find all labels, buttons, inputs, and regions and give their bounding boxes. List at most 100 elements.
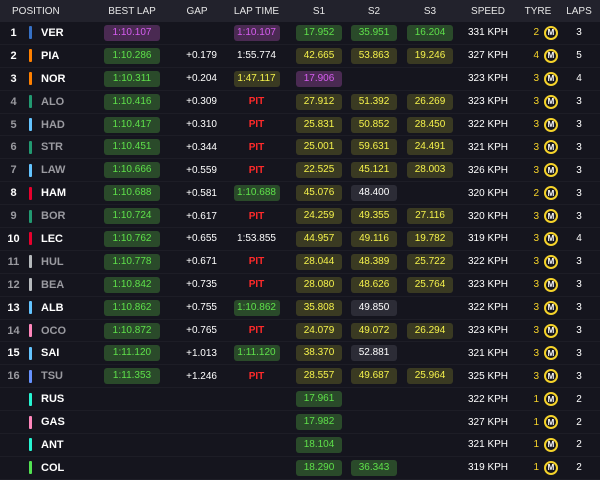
driver-row-col[interactable]: COL 18.290 36.343 319 KPH 1 M 2 [0,457,600,480]
sector-s2-cell: 49.850 [346,299,402,316]
header-gap[interactable]: GAP [186,5,208,17]
sector-s1-time: 45.076 [296,185,342,202]
driver-row-ant[interactable]: ANT 18.104 321 KPH 1 M 2 [0,434,600,457]
driver-row-lec[interactable]: 10 LEC 1:10.762 +0.655 1:53.855 44.957 49.116 1… [0,228,600,251]
team-color-cell [27,49,33,63]
team-color-bar [28,72,32,86]
driver-row-nor[interactable]: 3 NOR 1:10.311 +0.204 1:47.117 17.906 323 KPH 3… [0,68,600,91]
header-s1[interactable]: S1 [312,5,326,17]
driver-row-rus[interactable]: RUS 17.961 322 KPH 1 M 2 [0,388,600,412]
driver-code: LEC [41,232,63,245]
driver-row-bor[interactable]: 9 BOR 1:10.724 +0.617 PIT 24.259 49.355 27.116 3… [0,205,600,229]
sector-s1-time: 28.080 [296,276,342,293]
driver-row-ver[interactable]: 1 VER 1:10.107 1:10.107 17.952 35.951 16.204 33… [0,22,600,45]
sector-s3-time: 25.764 [407,276,453,293]
header-best-lap[interactable]: BEST LAP [108,5,156,17]
best-lap-cell: 1:10.862 [91,299,173,316]
lap-time-cell: PIT [221,371,292,382]
driver-row-gas[interactable]: GAS 17.982 327 KPH 1 M 2 [0,411,600,435]
sector-s2-time: 45.121 [351,162,397,179]
best-lap-time: 1:10.778 [104,253,160,270]
sector-s2-cell: 35.951 [346,24,402,41]
driver-row-law[interactable]: 7 LAW 1:10.666 +0.559 PIT 22.525 45.121 28.003 3… [0,159,600,183]
driver-row-pia[interactable]: 2 PIA 1:10.286 +0.179 1:55.774 42.665 53.863 19… [0,45,600,68]
header-speed[interactable]: SPEED [471,5,505,17]
pit-indicator: PIT [248,370,265,382]
best-lap-cell: 1:10.416 [91,93,173,110]
driver-row-bea[interactable]: 12 BEA 1:10.842 +0.735 PIT 28.080 48.626 25.764… [0,274,600,297]
sector-s1-cell: 18.290 [292,459,346,476]
driver-row-oco[interactable]: 14 OCO 1:10.872 +0.765 PIT 24.079 49.072 26.294… [0,320,600,343]
driver-row-alb[interactable]: 13 ALB 1:10.862 +0.755 1:10.862 35.808 49.850 3… [0,297,600,320]
lap-time-cell: PIT [221,279,292,290]
team-color-cell [27,118,33,131]
lap-time-value: 1:10.107 [233,24,280,41]
speed-value: 323 KPH [467,279,509,291]
driver-row-tsu[interactable]: 16 TSU 1:11.353 +1.246 PIT 28.557 49.687 25.964… [0,365,600,389]
medium-tyre-icon: M [544,369,558,384]
header-position[interactable]: POSITION [12,5,60,17]
laps-value: 3 [576,347,582,359]
team-color-cell [27,438,33,452]
pit-indicator: PIT [248,210,265,222]
laps-value: 3 [576,27,582,39]
sector-s2-cell: 59.631 [346,139,402,156]
sector-s2-time: 53.863 [351,47,397,64]
lap-time-cell: 1:10.107 [221,24,292,41]
laps-value: 3 [576,119,582,130]
pit-indicator: PIT [248,279,265,291]
driver-row-hul[interactable]: 11 HUL 1:10.778 +0.671 PIT 28.044 48.389 25.722… [0,251,600,274]
sector-s1-cell: 17.906 [292,70,346,87]
sector-s1-cell: 17.961 [292,391,346,408]
sector-s1-cell: 27.912 [292,93,346,110]
sector-s1-cell: 22.525 [292,162,346,179]
driver-row-had[interactable]: 5 HAD 1:10.417 +0.310 PIT 25.831 50.852 28.450 3… [0,114,600,137]
medium-tyre-icon: M [544,117,558,132]
sector-s3-cell: 25.722 [402,253,458,270]
sector-s3-cell: 28.003 [402,162,458,179]
best-lap-cell: 1:10.688 [91,185,173,202]
laps-value: 4 [576,233,582,245]
sector-s3-time: 26.294 [407,322,453,339]
sector-s1-time: 27.912 [296,93,342,110]
sector-s1-time: 17.952 [296,24,342,41]
sector-s3-cell: 27.116 [402,208,458,225]
team-color-bar [28,163,32,177]
header-lap-time[interactable]: LAP TIME [233,5,280,17]
header-s3[interactable]: S3 [423,5,437,17]
lap-time-cell: PIT [221,96,292,107]
team-color-bar [28,140,32,154]
driver-row-ham[interactable]: 8 HAM 1:10.688 +0.581 1:10.688 45.076 48.400 32… [0,182,600,206]
speed-value: 321 KPH [467,347,509,359]
laps-value: 2 [576,416,582,428]
best-lap-cell: 1:10.778 [91,253,173,270]
sector-s2-time: 35.951 [351,24,397,41]
lap-time-cell: 1:11.120 [221,345,292,362]
medium-tyre-icon: M [544,140,558,155]
team-color-bar [28,255,32,269]
header-laps[interactable]: LAPS [566,5,592,17]
gap-value: +0.204 [186,73,217,85]
header-tyre[interactable]: TYRE [524,5,552,17]
driver-row-sai[interactable]: 15 SAI 1:11.120 +1.013 1:11.120 38.370 52.881 3… [0,342,600,366]
team-color-cell [27,346,33,360]
sector-s1-cell: 18.104 [292,436,346,453]
driver-row-alo[interactable]: 4 ALO 1:10.416 +0.309 PIT 27.912 51.392 26.269 3… [0,91,600,114]
laps-value: 4 [576,73,582,85]
lap-time-cell: PIT [221,256,292,267]
medium-tyre-icon: M [544,94,558,109]
team-color-cell [27,392,33,406]
medium-tyre-icon: M [544,392,558,407]
sector-s1-time: 42.665 [296,47,342,64]
best-lap-time: 1:10.416 [104,93,160,110]
sector-s3-cell: 25.964 [402,368,458,385]
header-s2[interactable]: S2 [367,5,381,17]
medium-tyre-icon: M [544,415,558,430]
driver-row-str[interactable]: 6 STR 1:10.451 +0.344 PIT 25.001 59.631 24.491 3… [0,136,600,160]
best-lap-time: 1:10.842 [104,276,160,293]
tyre-age: 2 [533,27,539,39]
sector-s3-time: 27.116 [407,208,453,225]
sector-s1-time: 35.808 [296,299,342,316]
